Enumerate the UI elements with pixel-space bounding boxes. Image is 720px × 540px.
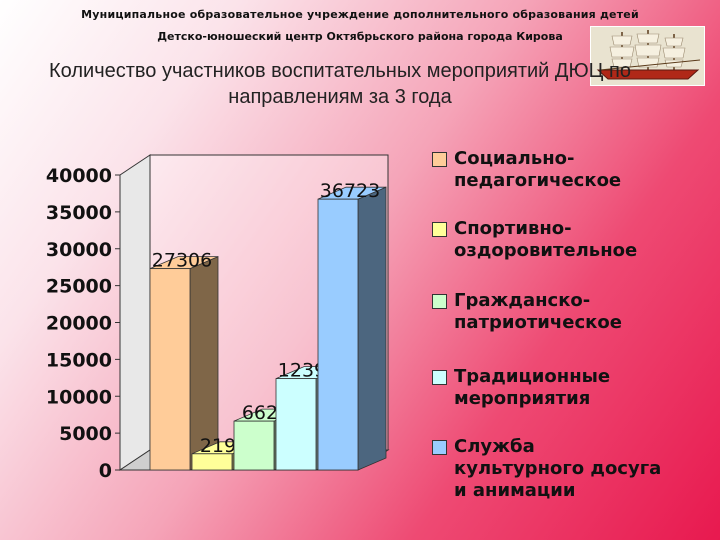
y-tick-label: 0 xyxy=(99,460,112,482)
legend-swatch xyxy=(432,370,447,385)
legend-swatch xyxy=(432,222,447,237)
bar xyxy=(275,378,317,471)
bar xyxy=(233,420,275,471)
y-tick-label: 10000 xyxy=(46,386,112,408)
legend-swatch xyxy=(432,152,447,167)
y-tick-label: 40000 xyxy=(46,165,112,187)
legend-label: Социально- педагогическое xyxy=(454,148,622,191)
chart-title: Количество участников воспитательных мер… xyxy=(49,60,631,108)
bar xyxy=(191,453,233,471)
legend-label: Традиционные мероприятия xyxy=(454,366,611,409)
bar xyxy=(149,268,191,471)
bar xyxy=(317,198,359,471)
y-tick-label: 30000 xyxy=(46,239,112,261)
data-label: 27306 xyxy=(152,250,212,272)
y-tick-label: 35000 xyxy=(46,202,112,224)
legend-label: Спортивно- оздоровительное xyxy=(454,218,638,261)
sailing-ship-icon xyxy=(590,26,705,86)
y-tick-label: 5000 xyxy=(59,423,112,445)
chart-side-wall xyxy=(119,154,151,471)
y-tick-label: 25000 xyxy=(46,276,112,298)
legend-label: Служба культурного досуга и анимации xyxy=(454,436,662,501)
organization-name: Муниципальное образовательное учреждение… xyxy=(81,8,639,21)
data-label: 36723 xyxy=(320,180,380,202)
legend-swatch xyxy=(432,294,447,309)
legend-label: Гражданско- патриотическое xyxy=(454,290,622,333)
bar-side xyxy=(357,186,387,471)
organization-subtitle: Детско-юношеский центр Октябрьского райо… xyxy=(157,30,563,43)
legend-swatch xyxy=(432,440,447,455)
y-tick-label: 15000 xyxy=(46,349,112,371)
y-tick-label: 20000 xyxy=(46,313,112,335)
